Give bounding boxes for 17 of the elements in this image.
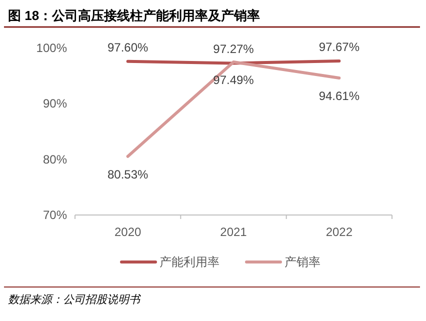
x-tick-label: 2022 [326, 225, 353, 239]
y-tick-label: 90% [42, 96, 68, 111]
legend-label: 产能利用率 [160, 255, 220, 269]
x-tick-label: 2020 [114, 225, 142, 239]
data-label: 97.60% [107, 40, 149, 54]
data-label: 97.27% [213, 42, 254, 56]
y-tick-label: 80% [42, 152, 68, 166]
chart-title: 图 18：公司高压接线柱产能利用率及产销率 [8, 8, 260, 23]
data-label: 80.53% [107, 167, 149, 182]
y-tick-label: 100% [36, 41, 68, 55]
legend-label: 产销率 [284, 255, 320, 269]
y-tick-label: 70% [42, 208, 68, 222]
data-label: 94.61% [318, 89, 360, 104]
x-tick-label: 2021 [220, 225, 248, 239]
data-label: 97.67% [318, 40, 360, 54]
data-label: 97.49% [213, 72, 254, 87]
source-note: 数据来源：公司招股说明书 [8, 293, 142, 306]
